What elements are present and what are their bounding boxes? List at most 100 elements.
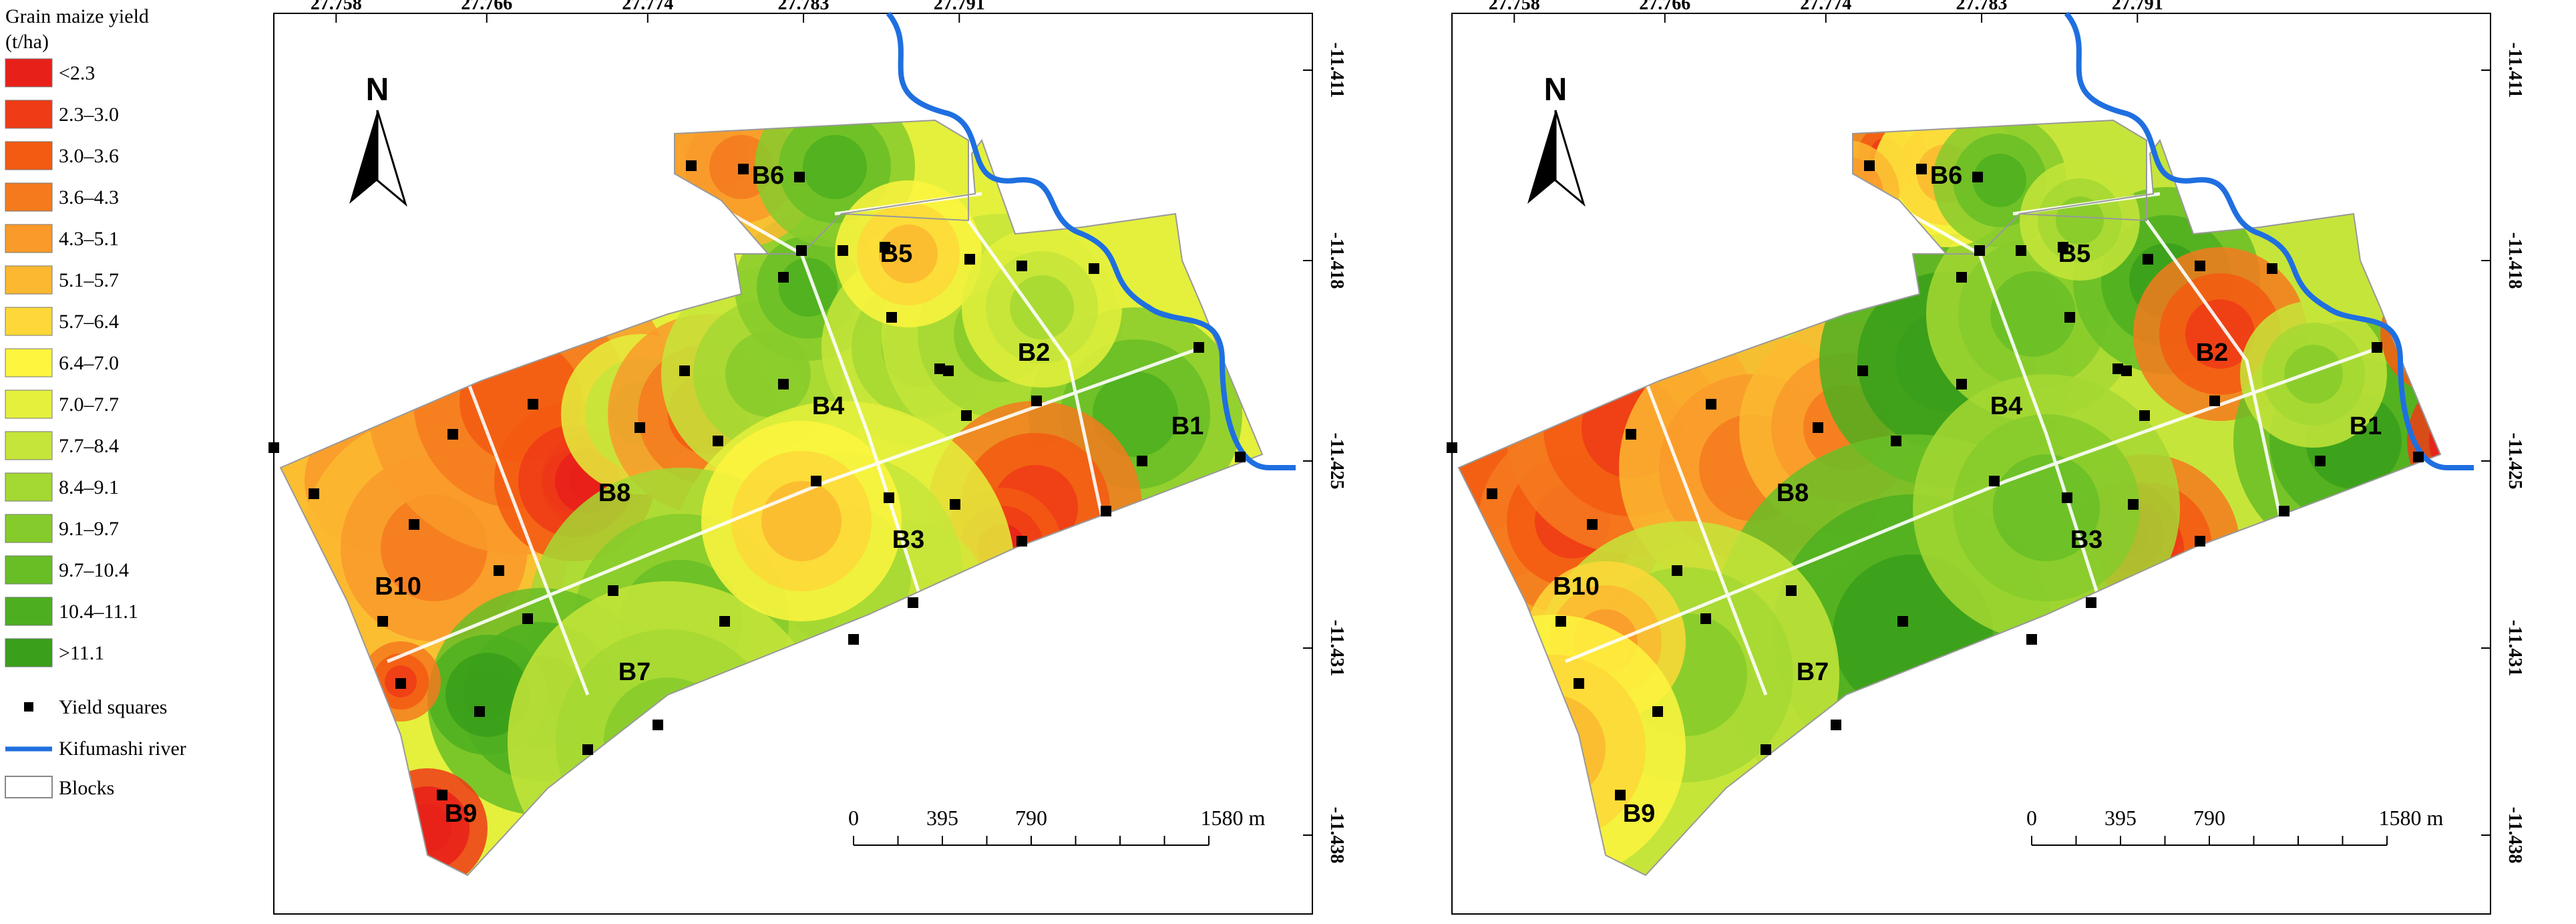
right-tick-label: -11.431 <box>1326 620 1347 677</box>
yield-square <box>738 164 749 174</box>
legend-blocks: Blocks <box>5 776 114 799</box>
yield-square <box>1813 422 1823 433</box>
yield-square <box>309 488 319 499</box>
right-tick-label: -11.425 <box>1326 433 1347 490</box>
yield-square <box>1652 706 1663 717</box>
kifumashi-river <box>886 11 1296 470</box>
block-label-b7: B7 <box>1797 658 1829 686</box>
yield-square <box>2372 342 2382 353</box>
block-label-b5: B5 <box>880 240 913 268</box>
right-tick-label: -11.438 <box>2505 807 2525 864</box>
field-outline <box>279 119 1264 877</box>
yield-square <box>950 499 960 510</box>
top-tick-label: 27.791 <box>2112 0 2163 14</box>
north-arrow-left <box>1527 110 1555 204</box>
legend-swatch <box>5 58 53 88</box>
yield-squares <box>1447 160 2424 800</box>
yield-square <box>2026 634 2037 645</box>
block-boundary <box>1978 253 2102 602</box>
yield-zone <box>2185 299 2255 369</box>
legend-title-line2: (t/ha) <box>5 31 49 53</box>
scale-bar-label: 395 <box>926 806 958 830</box>
block-boundary <box>1565 345 2381 663</box>
legend-class-label: 7.0–7.7 <box>59 394 119 416</box>
yield-square <box>1447 442 1457 453</box>
yield-square <box>1487 488 1497 499</box>
block-boundary <box>2145 219 2289 549</box>
yield-square <box>447 429 458 440</box>
north-arrow-right <box>1554 110 1586 207</box>
yield-square <box>2064 312 2075 323</box>
legend: Grain maize yield (t/ha) <2.3 2.3–3.0 3.0–… <box>5 5 186 799</box>
yield-square <box>2128 499 2139 510</box>
yield-square <box>848 634 859 645</box>
yield-square <box>1956 379 1967 390</box>
legend-swatch <box>5 472 53 502</box>
legend-title-line1: Grain maize yield <box>5 5 149 27</box>
map-panel-1: 27.758 27.766 27.774 27.783 27.791 -11.411 -11… <box>268 0 1347 915</box>
legend-classes: <2.3 2.3–3.0 3.0–3.6 3.6–4.3 4.3–5.1 5.1–5.7 5… <box>5 58 138 667</box>
yield-square <box>268 442 279 453</box>
yield-square <box>713 436 723 446</box>
legend-yield-squares: Yield squares <box>24 696 167 718</box>
legend-class-label: 2.3–3.0 <box>59 104 119 126</box>
legend-swatch <box>5 514 53 543</box>
yield-square <box>1031 396 1042 406</box>
yield-square <box>1897 616 1908 627</box>
right-tick-label: -11.418 <box>2505 233 2525 289</box>
block-label-b4: B4 <box>1990 392 2023 420</box>
yield-square <box>1089 263 1099 274</box>
yield-square <box>2121 365 2132 376</box>
yield-square <box>1017 261 1027 271</box>
yield-square <box>884 492 894 503</box>
legend-swatch <box>5 307 53 336</box>
yield-square <box>2058 242 2068 253</box>
yield-square <box>1989 476 2000 486</box>
yield-square <box>778 272 789 283</box>
yield-square <box>1672 565 1682 576</box>
right-tick-label: -11.438 <box>1326 807 1347 864</box>
yield-square <box>1956 272 1967 283</box>
block-label-b8: B8 <box>1777 479 1809 507</box>
yield-square <box>794 172 805 182</box>
yield-zone <box>1010 275 1074 339</box>
map-panels: 27.758 27.766 27.774 27.783 27.791 -11.411 -11… <box>268 0 2525 915</box>
legend-class-label: <2.3 <box>59 62 95 84</box>
north-arrow-left <box>349 110 377 204</box>
yield-squares-label: Yield squares <box>59 696 167 718</box>
yield-square <box>1235 452 1246 462</box>
yield-square <box>528 399 538 410</box>
block-label-b3: B3 <box>892 526 925 554</box>
yield-square <box>1017 536 1027 547</box>
yield-square <box>474 706 485 717</box>
block-boundary <box>707 198 803 256</box>
right-tick-label: -11.418 <box>1326 233 1347 289</box>
yield-square <box>1615 790 1626 800</box>
legend-class-label: 9.7–10.4 <box>59 559 129 581</box>
blocks-label: Blocks <box>59 777 114 799</box>
block-label-b1: B1 <box>1171 412 1204 440</box>
yield-square <box>608 585 618 596</box>
top-tick-label: 27.758 <box>1489 0 1540 14</box>
yield-square <box>2143 254 2153 265</box>
north-arrow-right <box>376 110 407 207</box>
yield-square <box>1831 720 1841 730</box>
legend-swatch <box>5 141 53 170</box>
legend-swatch <box>5 224 53 253</box>
yield-square <box>1916 164 1927 174</box>
yield-squares <box>268 160 1246 800</box>
yield-square <box>964 254 975 265</box>
yield-zone <box>1993 454 2100 561</box>
yield-square <box>653 720 663 730</box>
yield-square <box>2086 597 2096 608</box>
yield-square <box>934 363 945 374</box>
block-label-b10: B10 <box>1553 573 1600 601</box>
yield-square <box>2195 536 2205 547</box>
kifumashi-river <box>2064 11 2474 470</box>
block-label-b4: B4 <box>812 392 845 420</box>
block-boundary <box>466 380 590 696</box>
river-label: Kifumashi river <box>59 738 186 760</box>
scale-bar: 0 395 790 1580 m <box>2026 806 2444 846</box>
scale-bar-label: 1580 m <box>2379 806 2444 830</box>
